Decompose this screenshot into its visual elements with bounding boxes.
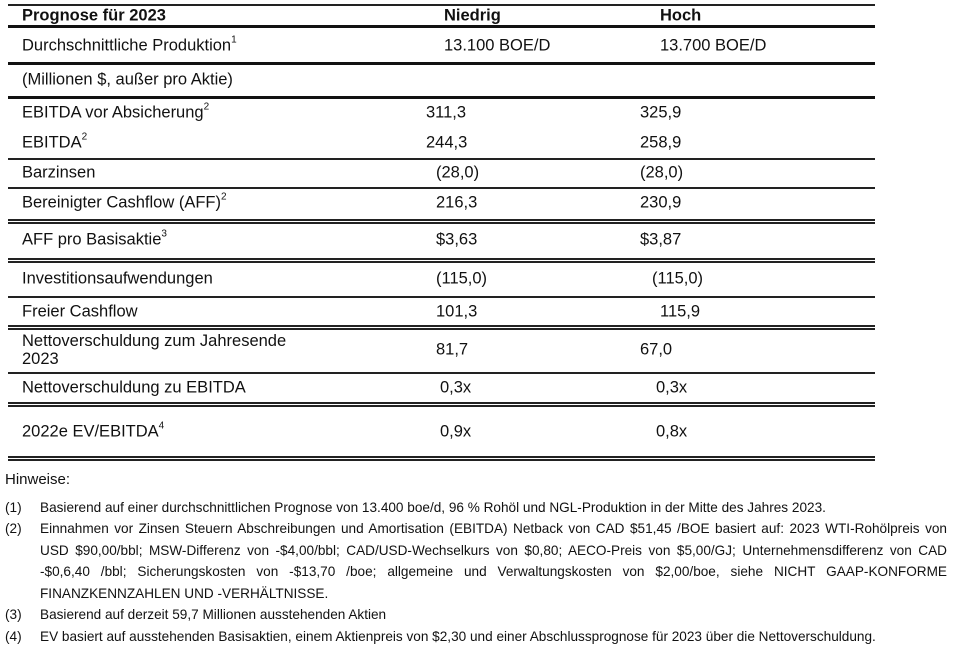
footnote-ref: 4 (158, 420, 165, 432)
note-item: (3) Basierend auf derzeit 59,7 Millionen … (5, 604, 947, 626)
double-rule (8, 402, 875, 407)
value-high: (115,0) (652, 269, 704, 288)
row-label: Bereinigter Cashflow (AFF) (22, 193, 221, 212)
notes-section: Hinweise: (1) Basierend auf einer durchsc… (5, 469, 947, 647)
value-low: 244,3 (426, 133, 468, 152)
value-low: 81,7 (436, 340, 469, 359)
note-text: Basierend auf derzeit 59,7 Millionen aus… (40, 607, 387, 622)
footnote-ref: 2 (203, 101, 210, 113)
note-number: (2) (5, 521, 22, 536)
value-low: $3,63 (436, 230, 478, 249)
row-label: Nettoverschuldung zu EBITDA (22, 378, 246, 397)
note-text: Basierend auf einer durchschnittlichen P… (40, 499, 826, 515)
rule (8, 25, 875, 28)
value-low: (115,0) (436, 269, 488, 288)
row-label: Investitionsaufwendungen (22, 269, 213, 288)
value-low: 13.100 BOE/D (444, 36, 551, 55)
value-low: (28,0) (436, 163, 480, 182)
note-text: Einnahmen vor Zinsen Steuern Abschreibun… (40, 521, 947, 601)
value-high: 67,0 (640, 340, 673, 359)
row-label: Freier Cashflow (22, 302, 138, 321)
row-label: EBITDA (22, 133, 82, 152)
value-high: 0,8x (656, 422, 688, 441)
rule (8, 158, 875, 160)
rule (8, 296, 875, 298)
rule (8, 96, 875, 99)
value-high: $3,87 (640, 230, 682, 249)
row-label: Nettoverschuldung zum Jahresende (22, 332, 287, 350)
value-high: 325,9 (640, 103, 682, 122)
row-label-line2: 2023 (22, 350, 59, 368)
double-rule (8, 325, 875, 330)
value-high: 230,9 (640, 193, 682, 212)
value-high: 115,9 (660, 302, 701, 321)
row-label: Durchschnittliche Produktion (22, 36, 232, 55)
value-low: 311,3 (426, 103, 467, 122)
value-low: 101,3 (436, 302, 478, 321)
note-item: (1) Basierend auf einer durchschnittliche… (5, 497, 947, 519)
rule (8, 62, 875, 65)
header-label: Prognose für 2023 (22, 6, 166, 25)
value-low: 0,3x (440, 378, 472, 397)
double-rule (8, 258, 875, 263)
note-number: (4) (5, 628, 22, 644)
rule (8, 372, 875, 374)
footnote-ref: 3 (161, 228, 167, 240)
footnote-ref: 2 (81, 131, 88, 143)
row-label: Barzinsen (22, 163, 96, 182)
double-rule (8, 456, 875, 461)
note-text: EV basiert auf ausstehenden Basisaktien,… (40, 628, 876, 644)
footnote-ref: 1 (231, 34, 237, 46)
header-high: Hoch (660, 6, 702, 25)
value-high: 258,9 (640, 133, 682, 152)
rule (8, 187, 875, 189)
note-number: (1) (5, 499, 22, 515)
value-low: 0,9x (440, 422, 472, 441)
notes-title: Hinweise: (5, 471, 71, 488)
value-high: (28,0) (640, 163, 684, 182)
note-number: (3) (5, 607, 22, 622)
value-low: 216,3 (436, 193, 478, 212)
value-high: 13.700 BOE/D (660, 36, 767, 55)
note-item: (4) EV basiert auf ausstehenden Basisakti… (5, 626, 947, 648)
table-top-rule (8, 4, 875, 6)
row-label: 2022e EV/EBITDA (22, 422, 159, 441)
value-high: 0,3x (656, 378, 688, 397)
footnote-ref: 2 (220, 191, 227, 203)
row-label: EBITDA vor Absicherung (22, 103, 204, 122)
row-label: AFF pro Basisaktie (22, 230, 162, 249)
row-label: (Millionen $, außer pro Aktie) (22, 70, 233, 89)
header-low: Niedrig (444, 6, 501, 25)
note-item: (2) Einnahmen vor Zinsen Steuern Abschrei… (5, 518, 947, 604)
double-rule (8, 219, 875, 224)
